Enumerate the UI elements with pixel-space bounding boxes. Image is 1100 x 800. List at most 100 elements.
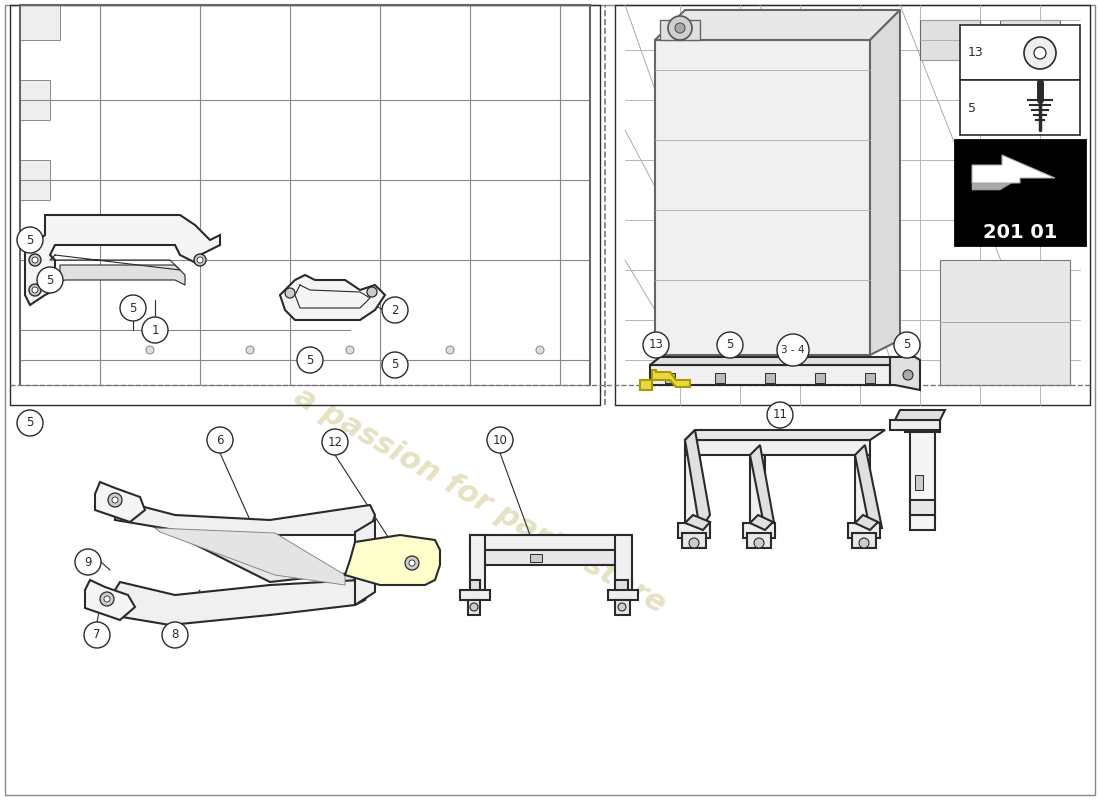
Bar	[865, 373, 874, 383]
Circle shape	[194, 254, 206, 266]
Circle shape	[120, 295, 146, 321]
Polygon shape	[910, 420, 935, 530]
Text: 1: 1	[152, 323, 158, 337]
Polygon shape	[685, 440, 870, 455]
Text: 12: 12	[328, 435, 342, 449]
Text: 3 - 4: 3 - 4	[781, 345, 805, 355]
Circle shape	[446, 346, 454, 354]
Polygon shape	[20, 160, 50, 200]
Circle shape	[108, 493, 122, 507]
Circle shape	[382, 297, 408, 323]
Polygon shape	[685, 430, 710, 530]
Bar	[815, 373, 825, 383]
Polygon shape	[678, 523, 710, 538]
Circle shape	[470, 603, 478, 611]
Polygon shape	[972, 155, 1055, 183]
Text: 13: 13	[968, 46, 983, 59]
Polygon shape	[470, 535, 630, 550]
Circle shape	[668, 16, 692, 40]
Circle shape	[894, 332, 920, 358]
Polygon shape	[910, 500, 935, 515]
Polygon shape	[85, 580, 135, 620]
Circle shape	[536, 346, 544, 354]
Circle shape	[29, 254, 41, 266]
Polygon shape	[852, 533, 876, 548]
Polygon shape	[280, 275, 385, 320]
Polygon shape	[116, 490, 375, 535]
Text: 5: 5	[26, 417, 34, 430]
Circle shape	[1024, 37, 1056, 69]
Polygon shape	[345, 535, 440, 585]
Polygon shape	[747, 533, 771, 548]
Polygon shape	[615, 600, 630, 615]
Circle shape	[32, 287, 39, 293]
Polygon shape	[972, 178, 1020, 190]
Text: 13: 13	[649, 338, 663, 351]
Circle shape	[487, 427, 513, 453]
Circle shape	[777, 334, 808, 366]
Polygon shape	[650, 365, 890, 385]
Text: 9: 9	[85, 555, 91, 569]
Polygon shape	[155, 528, 345, 585]
Polygon shape	[890, 357, 920, 390]
Polygon shape	[654, 10, 900, 40]
Circle shape	[689, 538, 698, 548]
Polygon shape	[640, 370, 690, 390]
Circle shape	[405, 556, 419, 570]
Polygon shape	[470, 535, 485, 595]
Text: 10: 10	[493, 434, 507, 446]
Circle shape	[367, 287, 377, 297]
Polygon shape	[685, 430, 886, 440]
Circle shape	[162, 622, 188, 648]
Polygon shape	[742, 523, 775, 538]
Circle shape	[75, 549, 101, 575]
Polygon shape	[460, 590, 490, 600]
Polygon shape	[60, 265, 185, 285]
Polygon shape	[470, 550, 630, 565]
Polygon shape	[25, 215, 220, 305]
Circle shape	[84, 622, 110, 648]
Text: 8: 8	[172, 629, 178, 642]
Circle shape	[346, 346, 354, 354]
Polygon shape	[750, 455, 764, 530]
Polygon shape	[870, 10, 900, 355]
Polygon shape	[654, 40, 870, 355]
Circle shape	[197, 257, 204, 263]
Polygon shape	[905, 420, 940, 432]
Polygon shape	[470, 580, 480, 595]
Circle shape	[859, 538, 869, 548]
Circle shape	[297, 347, 323, 373]
Polygon shape	[890, 420, 940, 430]
Circle shape	[409, 560, 415, 566]
Polygon shape	[855, 455, 870, 530]
Bar	[764, 373, 776, 383]
Bar	[666, 373, 675, 383]
Circle shape	[1034, 47, 1046, 59]
Circle shape	[644, 332, 669, 358]
Text: 2: 2	[392, 303, 398, 317]
Text: 7: 7	[94, 629, 101, 642]
Text: 6: 6	[217, 434, 223, 446]
Circle shape	[285, 288, 295, 298]
Polygon shape	[20, 5, 60, 40]
Text: 201 01: 201 01	[982, 223, 1057, 242]
Polygon shape	[750, 445, 776, 530]
Circle shape	[382, 352, 408, 378]
Polygon shape	[940, 260, 1070, 385]
Circle shape	[142, 317, 168, 343]
Polygon shape	[750, 515, 773, 530]
Circle shape	[246, 346, 254, 354]
Polygon shape	[615, 535, 632, 595]
Circle shape	[207, 427, 233, 453]
Polygon shape	[682, 533, 706, 548]
Circle shape	[16, 227, 43, 253]
Circle shape	[618, 603, 626, 611]
Polygon shape	[110, 580, 370, 625]
Polygon shape	[1000, 20, 1060, 60]
Bar	[955, 140, 1085, 245]
Text: 5: 5	[392, 358, 398, 371]
Circle shape	[32, 257, 39, 263]
Text: 5: 5	[968, 102, 976, 114]
Bar	[715, 373, 725, 383]
Polygon shape	[855, 515, 878, 530]
